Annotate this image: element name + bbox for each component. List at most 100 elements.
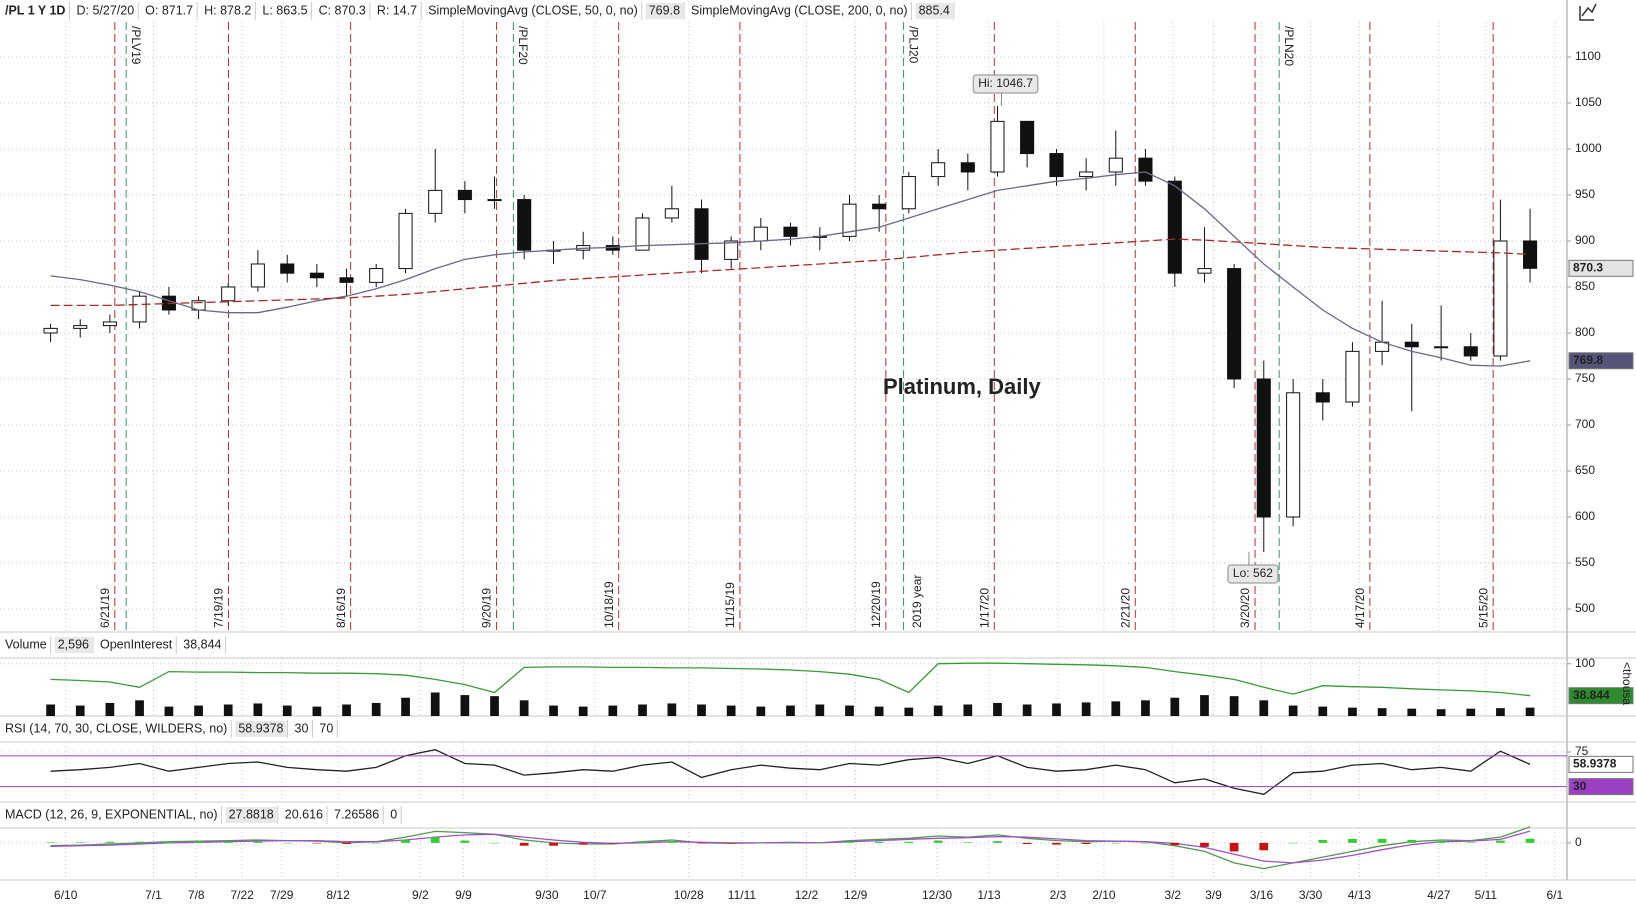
y-tick-label: 650 bbox=[1575, 463, 1595, 477]
bar bbox=[756, 842, 766, 844]
readout: 27.8818 bbox=[229, 807, 274, 821]
bar bbox=[963, 842, 973, 843]
x-tick-label: 1/13 bbox=[977, 888, 1001, 902]
bar bbox=[697, 842, 706, 844]
x-tick-label: 2/10 bbox=[1092, 888, 1116, 902]
bar bbox=[282, 705, 292, 716]
bar bbox=[164, 841, 174, 843]
bar bbox=[135, 700, 144, 716]
candle-body bbox=[960, 162, 975, 173]
bar bbox=[815, 842, 825, 844]
y-tick-label: 1050 bbox=[1575, 95, 1602, 109]
bar bbox=[697, 704, 706, 716]
x-tick-label: 9/2 bbox=[412, 888, 429, 902]
bar bbox=[105, 702, 115, 716]
candle-body bbox=[1463, 346, 1478, 357]
value-tag: 30 bbox=[1573, 779, 1587, 793]
value-tag: 870.3 bbox=[1573, 260, 1603, 274]
contract-label: /PLN20 bbox=[1282, 26, 1296, 66]
bar bbox=[1052, 703, 1061, 716]
bar bbox=[904, 841, 914, 843]
expiration-label: 9/20/19 bbox=[480, 588, 494, 628]
level-readout: 30 bbox=[295, 721, 309, 735]
bar bbox=[1525, 707, 1535, 716]
candle-body bbox=[694, 208, 709, 260]
readout-box bbox=[54, 637, 92, 653]
year-marker-label: 2019 year bbox=[910, 575, 924, 628]
x-tick-label: 3/9 bbox=[1205, 888, 1222, 902]
bar bbox=[194, 705, 203, 716]
bar bbox=[578, 706, 588, 716]
y-tick-label: 1100 bbox=[1575, 49, 1601, 63]
expiration-label: 7/19/19 bbox=[212, 588, 226, 628]
bar bbox=[371, 702, 381, 716]
bar bbox=[46, 842, 55, 843]
bar bbox=[963, 704, 973, 716]
bar bbox=[638, 841, 647, 843]
bar bbox=[549, 842, 558, 846]
candle-body bbox=[487, 199, 502, 202]
header-item: O: 871.7 bbox=[145, 3, 193, 17]
bar bbox=[430, 692, 440, 716]
candle-body bbox=[339, 277, 354, 283]
bar bbox=[135, 841, 144, 843]
bar bbox=[667, 841, 677, 843]
bar bbox=[1318, 840, 1328, 843]
readout: 2,596 bbox=[58, 637, 89, 651]
indicator-line bbox=[50, 830, 1531, 864]
bar bbox=[223, 704, 233, 716]
bar bbox=[282, 842, 292, 844]
bar bbox=[75, 842, 85, 843]
bar bbox=[1348, 838, 1357, 843]
expiration-label: 3/20/20 bbox=[1238, 588, 1252, 628]
settings-icon[interactable] bbox=[1579, 3, 1597, 21]
candle-body bbox=[724, 240, 739, 260]
bar bbox=[933, 840, 943, 843]
bar bbox=[460, 695, 470, 716]
bar bbox=[1496, 708, 1505, 716]
candle-body bbox=[73, 325, 88, 329]
bar bbox=[460, 840, 470, 843]
x-tick-label: 7/1 bbox=[145, 888, 162, 902]
candle-body bbox=[43, 327, 58, 334]
bar bbox=[1111, 842, 1121, 844]
bar bbox=[1229, 842, 1239, 852]
value-tag-box bbox=[1568, 352, 1634, 370]
bar bbox=[993, 702, 1002, 716]
bar bbox=[1377, 708, 1387, 716]
candle-body bbox=[369, 268, 384, 283]
x-tick-label: 9/30 bbox=[535, 888, 559, 902]
bar bbox=[786, 842, 795, 843]
expiration-label: 11/15/19 bbox=[723, 582, 737, 628]
bar bbox=[726, 842, 736, 844]
bar bbox=[638, 704, 647, 716]
candle-body bbox=[1049, 153, 1064, 178]
bar bbox=[1229, 696, 1239, 716]
expiration-label: 8/16/19 bbox=[334, 588, 348, 628]
value-tag: 58.9378 bbox=[1573, 757, 1617, 771]
indicator-line bbox=[50, 662, 1531, 697]
bar bbox=[312, 706, 322, 716]
bar bbox=[519, 700, 529, 716]
expiration-label: 1/17/20 bbox=[977, 588, 991, 628]
contract-label: /PLF20 bbox=[516, 26, 530, 65]
value-tag-box bbox=[1568, 687, 1634, 705]
bar bbox=[1170, 842, 1180, 846]
bar bbox=[1436, 709, 1446, 716]
bar bbox=[578, 842, 588, 845]
y-tick-label: 800 bbox=[1575, 325, 1595, 339]
bar bbox=[608, 842, 618, 844]
value-tag-box bbox=[1568, 259, 1634, 277]
annotation-box bbox=[972, 74, 1039, 94]
candle-body bbox=[872, 203, 887, 210]
readout: 769.8 bbox=[649, 3, 680, 17]
candle-body bbox=[1286, 392, 1301, 518]
readout-box bbox=[645, 3, 684, 19]
bar bbox=[1288, 705, 1298, 716]
legend-entry: RSI (14, 70, 30, CLOSE, WILDERS, no) bbox=[5, 721, 227, 735]
y-tick-label: 600 bbox=[1575, 509, 1595, 523]
value-tag-box bbox=[1568, 778, 1634, 796]
bar bbox=[1022, 842, 1032, 844]
